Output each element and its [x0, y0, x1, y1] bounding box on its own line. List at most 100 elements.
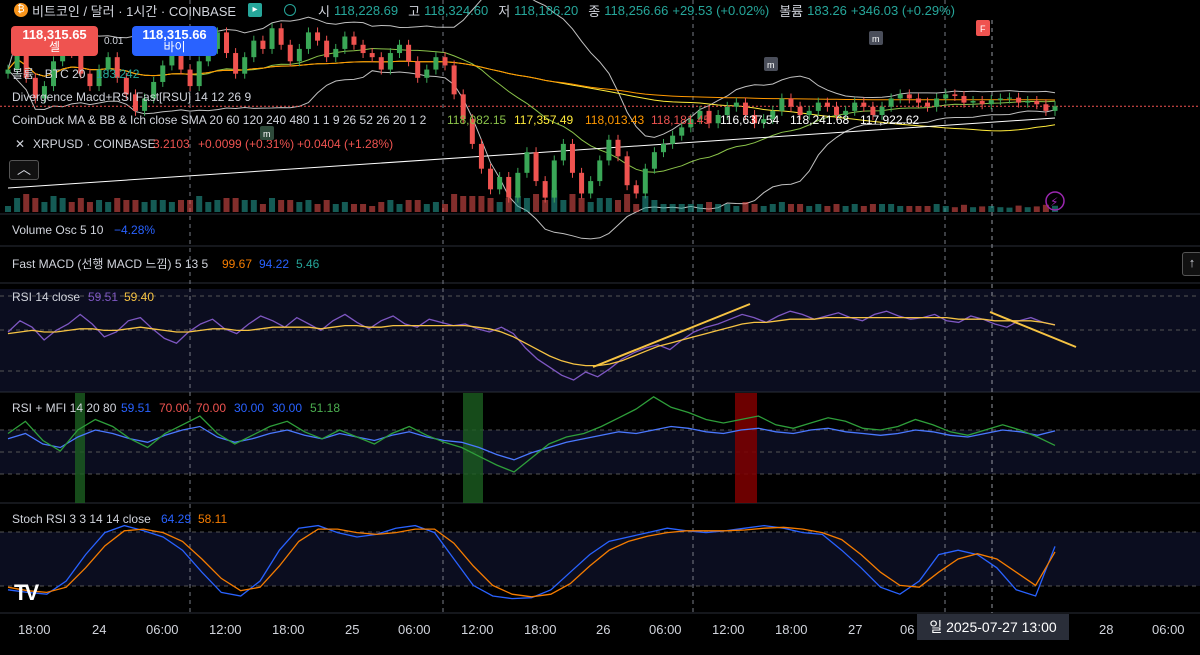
svg-text:58.11: 58.11	[198, 512, 227, 526]
marker-m-3[interactable]: m	[260, 126, 274, 140]
svg-text:+0.0099 (+0.31%): +0.0099 (+0.31%)	[198, 137, 294, 151]
volume-bar	[59, 198, 66, 212]
svg-text:Stoch RSI 3 3 14 14 close: Stoch RSI 3 3 14 14 close	[12, 512, 151, 526]
svg-text:59.51: 59.51	[88, 290, 118, 304]
candle-body	[925, 102, 931, 107]
collapse-legend-button[interactable]: ︿	[9, 160, 39, 180]
time-tick: 06	[900, 622, 914, 637]
svg-text:64.29: 64.29	[161, 512, 191, 526]
rsi-trendline-down	[989, 311, 1077, 348]
volume-bar	[542, 200, 549, 212]
lightning-icon[interactable]: ⚡	[1045, 191, 1065, 211]
candle-body	[233, 53, 239, 74]
volume-bar	[833, 204, 840, 212]
scroll-up-button[interactable]: ↑	[1182, 252, 1200, 276]
volume-bar	[596, 198, 603, 212]
candle-body	[14, 48, 20, 70]
volume-bar	[205, 202, 212, 212]
candle-body	[369, 53, 375, 58]
candle-body	[488, 168, 494, 190]
marker-m-2[interactable]: m	[764, 57, 778, 71]
candle-body	[606, 139, 612, 161]
candle-body	[597, 160, 603, 182]
rsi-mfi-rsi-line	[7, 425, 1056, 461]
time-axis[interactable]: 18:00 24 06:00 12:00 18:00 25 06:00 12:0…	[18, 622, 1185, 637]
candle-body	[588, 181, 594, 194]
candle-body	[997, 98, 1003, 101]
volume-bar	[988, 206, 995, 212]
marker-f[interactable]: F	[976, 20, 990, 36]
candle-body	[260, 40, 266, 49]
spread-value: 0.01	[104, 36, 124, 47]
svg-text:⚡: ⚡	[1050, 195, 1058, 209]
candle-body	[424, 69, 430, 78]
rsi-lines	[7, 310, 1056, 381]
volume-bar	[651, 200, 658, 212]
candle-body	[142, 98, 148, 111]
legend-coinduck: CoinDuck MA & BB & Ich close SMA 20 60 1…	[12, 113, 919, 127]
candle-body	[642, 168, 648, 194]
candle-body	[961, 96, 967, 103]
volume-bar	[451, 194, 458, 212]
candle-body	[506, 176, 512, 198]
legend-rsi-mfi: RSI + MFI 14 20 80 59.51 70.00 70.00 30.…	[12, 401, 340, 415]
candle-body	[360, 44, 366, 54]
volume-bar	[915, 206, 922, 212]
volume-bar	[706, 202, 713, 212]
candle-body	[542, 181, 548, 198]
flag-icon[interactable]: ▸	[248, 3, 263, 17]
candle-body	[451, 65, 457, 95]
svg-text:m: m	[263, 129, 271, 139]
stoch-pane-bg	[0, 532, 1200, 586]
buy-button[interactable]: 118,315.66 바이	[132, 26, 217, 56]
volume-bar	[250, 200, 257, 212]
volume-bar	[960, 204, 967, 212]
volume-bar	[32, 198, 39, 212]
time-tick: 18:00	[272, 622, 305, 637]
volume-bar	[733, 206, 740, 212]
volume-bar	[897, 206, 904, 212]
volume-bar	[1042, 204, 1049, 212]
volume-bar	[560, 200, 567, 212]
marker-m-1[interactable]: m	[869, 31, 883, 45]
candle-body	[724, 106, 730, 115]
candle-body	[861, 102, 867, 107]
candle-body	[670, 135, 676, 144]
candle-body	[560, 143, 566, 161]
svg-text:RSI 14 close: RSI 14 close	[12, 290, 80, 304]
volume-bar	[678, 204, 685, 212]
candle-body	[151, 81, 157, 99]
candle-body	[934, 98, 940, 107]
time-tick: 06:00	[649, 622, 682, 637]
candle-body	[105, 57, 111, 70]
buy-price: 118,315.66	[142, 27, 207, 42]
svg-text:F: F	[980, 24, 986, 34]
candle-body	[41, 86, 47, 99]
stoch-k-line	[7, 524, 1056, 600]
volume-bar	[924, 206, 931, 212]
volume-bar	[514, 196, 521, 212]
volume-bar	[1006, 207, 1013, 212]
candle-body	[524, 152, 530, 173]
svg-text:m: m	[872, 34, 880, 44]
candle-body	[888, 98, 894, 107]
candle-body	[715, 115, 721, 124]
volume-bar	[369, 206, 376, 212]
symbol-title[interactable]: 비트코인 / 달러 · 1시간 · COINBASE	[32, 3, 237, 19]
candle-body	[970, 100, 976, 103]
volume-bar	[970, 207, 977, 212]
volume-bar	[1033, 206, 1040, 212]
candle-body	[1006, 97, 1012, 99]
candle-body	[96, 69, 102, 87]
volume-bar	[177, 200, 184, 212]
volume-bar	[797, 204, 804, 212]
volume-bar	[742, 202, 749, 212]
candle-body	[833, 106, 839, 115]
time-tick: 06:00	[398, 622, 431, 637]
volume-bar	[378, 202, 385, 212]
volume-bar	[997, 207, 1004, 212]
candle-body	[378, 57, 384, 70]
volume-bar	[187, 200, 194, 212]
sell-button[interactable]: 118,315.65 셀	[11, 26, 98, 56]
